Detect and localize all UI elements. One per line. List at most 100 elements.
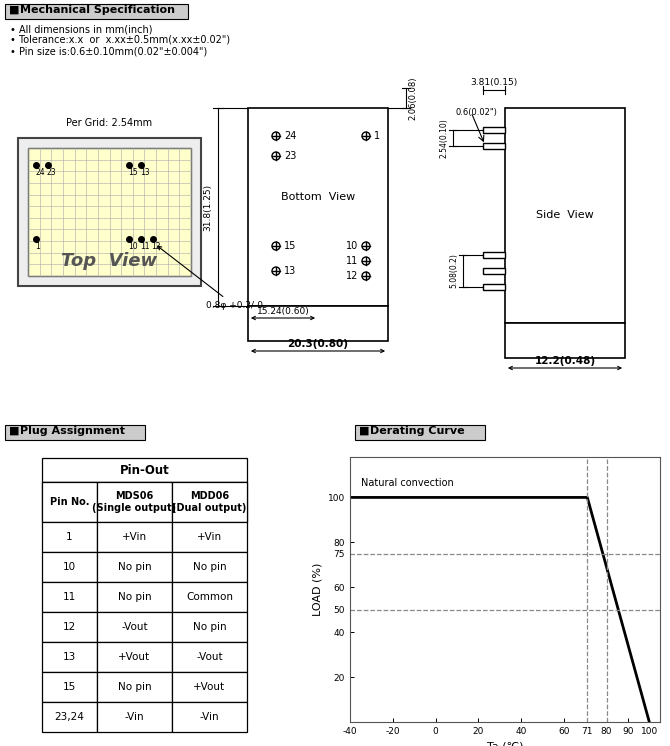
Bar — [172, 642, 247, 672]
Bar — [97, 672, 172, 702]
Bar — [42, 458, 247, 482]
Text: Natural convection: Natural convection — [360, 478, 454, 489]
Text: 13: 13 — [63, 652, 76, 662]
Bar — [28, 148, 191, 276]
Bar — [42, 482, 247, 522]
Text: 0.6(0.02"): 0.6(0.02") — [455, 107, 497, 116]
Text: -Vout: -Vout — [121, 622, 148, 632]
Bar — [5, 4, 188, 19]
Bar — [172, 612, 247, 642]
Text: Plug Assignment: Plug Assignment — [20, 426, 125, 436]
Text: 10: 10 — [63, 562, 76, 572]
Text: -Vout: -Vout — [196, 652, 223, 662]
Text: 1: 1 — [66, 532, 73, 542]
Text: 12: 12 — [63, 622, 76, 632]
Text: Mechanical Specification: Mechanical Specification — [20, 5, 175, 15]
Bar — [483, 127, 505, 133]
Bar — [483, 143, 505, 149]
Bar — [172, 552, 247, 582]
Bar — [97, 522, 172, 552]
Text: 11: 11 — [346, 256, 358, 266]
Text: Side  View: Side View — [536, 210, 594, 221]
Bar — [42, 672, 97, 702]
Bar — [5, 425, 145, 440]
Text: 23: 23 — [47, 169, 56, 178]
Bar — [18, 138, 201, 286]
Text: • Pin size is:0.6±0.10mm(0.02"±0.004"): • Pin size is:0.6±0.10mm(0.02"±0.004") — [10, 46, 207, 56]
Bar — [248, 108, 388, 306]
Text: -Vin: -Vin — [200, 712, 219, 722]
Text: +Vin: +Vin — [122, 532, 147, 542]
Bar — [172, 522, 247, 552]
Text: Top  View: Top View — [62, 252, 157, 270]
Text: 13: 13 — [284, 266, 296, 276]
Text: Derating Curve: Derating Curve — [370, 426, 464, 436]
Text: 12.2(0.48): 12.2(0.48) — [535, 356, 596, 366]
Text: No pin: No pin — [118, 592, 151, 602]
Text: MDS06
(Single output): MDS06 (Single output) — [92, 491, 177, 513]
Text: 15: 15 — [128, 169, 138, 178]
Bar — [505, 108, 625, 323]
Bar — [97, 482, 172, 522]
Text: 13: 13 — [140, 169, 149, 178]
Text: No pin: No pin — [118, 562, 151, 572]
Text: Pin-Out: Pin-Out — [120, 463, 170, 477]
Bar — [42, 552, 97, 582]
Text: 1: 1 — [35, 242, 40, 251]
Text: 23,24: 23,24 — [54, 712, 84, 722]
Text: 31.8(1.25): 31.8(1.25) — [203, 184, 212, 231]
Bar — [483, 268, 505, 274]
Text: • All dimensions in mm(inch): • All dimensions in mm(inch) — [10, 24, 153, 34]
Bar — [42, 612, 97, 642]
Text: 15: 15 — [63, 682, 76, 692]
Text: +Vout: +Vout — [194, 682, 226, 692]
Bar — [97, 612, 172, 642]
Bar — [172, 702, 247, 732]
Bar — [97, 552, 172, 582]
Text: 0.8φ +0.2/-0: 0.8φ +0.2/-0 — [157, 246, 263, 310]
Bar — [172, 482, 247, 522]
Text: 12: 12 — [151, 242, 161, 251]
Text: No pin: No pin — [193, 622, 226, 632]
Text: 3.81(0.15): 3.81(0.15) — [470, 78, 518, 87]
X-axis label: Ta (℃): Ta (℃) — [486, 742, 523, 746]
Bar — [97, 702, 172, 732]
Text: +Vout: +Vout — [119, 652, 151, 662]
Text: Pin No.: Pin No. — [50, 497, 89, 507]
Bar — [483, 252, 505, 258]
Bar — [505, 323, 625, 358]
Bar — [172, 672, 247, 702]
Bar — [42, 582, 97, 612]
Text: No pin: No pin — [193, 562, 226, 572]
Bar — [248, 306, 388, 341]
Text: Bottom  View: Bottom View — [281, 192, 355, 202]
Bar — [42, 482, 97, 522]
Text: 2.54(0.10): 2.54(0.10) — [439, 118, 448, 158]
Text: 15.24(0.60): 15.24(0.60) — [257, 307, 310, 316]
Bar — [172, 582, 247, 612]
Text: 10: 10 — [346, 241, 358, 251]
Text: -Vin: -Vin — [125, 712, 144, 722]
Text: No pin: No pin — [118, 682, 151, 692]
Text: • Tolerance:x.x  or  x.xx±0.5mm(x.xx±0.02"): • Tolerance:x.x or x.xx±0.5mm(x.xx±0.02"… — [10, 35, 230, 45]
Text: 24: 24 — [35, 169, 45, 178]
Bar — [483, 284, 505, 290]
Text: 2.06(0.08): 2.06(0.08) — [408, 76, 417, 120]
Bar — [42, 642, 97, 672]
Bar — [97, 642, 172, 672]
Text: ■: ■ — [359, 426, 369, 436]
Text: 10: 10 — [128, 242, 138, 251]
Bar — [42, 702, 97, 732]
Text: 1: 1 — [374, 131, 380, 141]
Text: 11: 11 — [63, 592, 76, 602]
Text: 24: 24 — [284, 131, 296, 141]
Text: ■: ■ — [9, 5, 19, 15]
Text: 15: 15 — [284, 241, 296, 251]
Text: 11: 11 — [140, 242, 149, 251]
Bar — [355, 425, 485, 440]
Text: 23: 23 — [284, 151, 296, 161]
Text: +Vin: +Vin — [197, 532, 222, 542]
Text: MDD06
(Dual output): MDD06 (Dual output) — [172, 491, 247, 513]
Text: 5.08(0.2): 5.08(0.2) — [449, 254, 458, 289]
Text: 12: 12 — [346, 271, 358, 281]
